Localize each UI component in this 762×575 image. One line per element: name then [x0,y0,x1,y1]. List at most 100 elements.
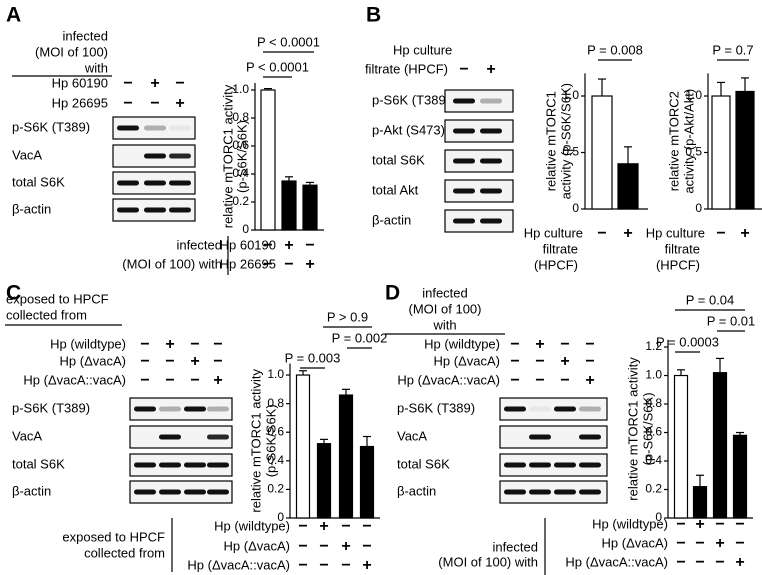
y-tick-label: 1.0 [685,88,702,102]
bar [673,374,689,519]
blot-label: total S6K [372,152,425,167]
y-tick-label: 0 [655,510,662,524]
bar [338,394,354,519]
blot-frame [112,116,196,140]
panel-letter: C [6,282,21,305]
blot-frame [444,119,514,143]
condition-sign: − [510,336,519,353]
condition-sign: − [165,353,174,370]
condition-header: Hp culture [393,42,452,57]
significance-label: P > 0.9 [327,309,368,324]
condition-sign: − [535,372,544,389]
blot-frame [444,179,514,203]
blot-band [529,489,551,495]
blot-band [184,462,206,468]
blot-band [453,218,475,224]
blot-band [169,207,191,213]
condition-sign: − [140,336,149,353]
blot-band [554,489,576,495]
blot-label: total Akt [372,182,419,197]
y-tick-label: 0.5 [685,145,702,159]
blot-frame [499,397,608,421]
condition-sign: + [585,372,594,389]
blot-label: total S6K [397,456,450,471]
y-tick-label: 1.0 [267,367,284,381]
condition-sign: − [263,256,272,273]
y-tick-label: 0.4 [232,166,249,180]
condition-sign: + [623,225,632,242]
blot-band [144,125,166,131]
blot-band [117,125,139,131]
blot-band [453,188,475,194]
y-tick-label: 0 [572,201,579,215]
condition-header: (MOI of 100) with [438,554,538,569]
blot-band [504,462,526,468]
blot-band [579,489,601,495]
blot-band [554,462,576,468]
condition-label: Hp 60190 [220,237,276,252]
condition-sign: + [560,353,569,370]
y-tick-label: 0 [695,201,702,215]
blot-label: β-actin [397,483,436,498]
bar [617,163,639,210]
bar [295,374,311,519]
blot-frame [129,397,233,421]
blot-band [504,406,526,412]
blot-band [480,218,502,224]
y-tick-label: 0 [277,510,284,524]
blot-band [169,125,191,131]
blot-label: total S6K [12,456,65,471]
y-tick-label: 0.2 [645,482,662,496]
condition-sign: − [362,538,371,555]
y-tick-label: 0.8 [232,110,249,124]
y-tick-label: 1.2 [645,339,662,353]
blot-band [144,180,166,186]
blot-band [134,462,156,468]
condition-sign: − [190,336,199,353]
y-tick-label: 0 [242,222,249,236]
condition-sign: − [585,353,594,370]
condition-label: filtrate (HPCF) [365,61,448,76]
condition-sign: − [341,518,350,535]
condition-header: filtrate [543,241,578,256]
blot-label: VacA [12,428,42,443]
y-axis-label: relative mTORC1 activity [625,357,640,501]
condition-sign: − [676,554,685,571]
y-axis-label: (p-S6K/S6K) [640,392,655,465]
condition-sign: − [284,256,293,273]
bar [692,486,708,519]
blot-band [579,434,601,440]
bar [281,180,297,231]
condition-label: Hp (ΔvacA::vacA) [23,372,126,387]
blot-band [453,158,475,164]
condition-sign: − [695,554,704,571]
condition-header: (HPCF) [656,257,700,272]
y-axis-label: relative mTORC1 activity [248,369,263,513]
blot-band [480,158,502,164]
significance-label: P = 0.002 [332,330,388,345]
blot-band [159,434,181,440]
condition-sign: − [213,353,222,370]
significance-label: P = 0.0003 [656,334,719,349]
bar [302,184,318,231]
condition-sign: − [676,516,685,533]
condition-sign: + [150,75,159,92]
condition-sign: − [263,237,272,254]
condition-sign: − [459,61,468,78]
condition-sign: − [510,372,519,389]
blot-label: p-S6K (T389) [397,400,475,415]
condition-sign: − [735,535,744,552]
blot-frame [444,89,514,113]
blot-band [207,406,229,412]
blot-band [144,207,166,213]
condition-header: with [84,60,108,75]
condition-sign: − [140,353,149,370]
condition-header: with [432,317,456,332]
significance-label: P = 0.7 [712,42,753,57]
condition-label: Hp (ΔvacA::vacA) [187,557,290,572]
condition-sign: + [213,372,222,389]
blot-frame [444,209,514,233]
condition-sign: + [175,95,184,112]
blot-frame [499,453,608,477]
condition-sign: − [510,353,519,370]
